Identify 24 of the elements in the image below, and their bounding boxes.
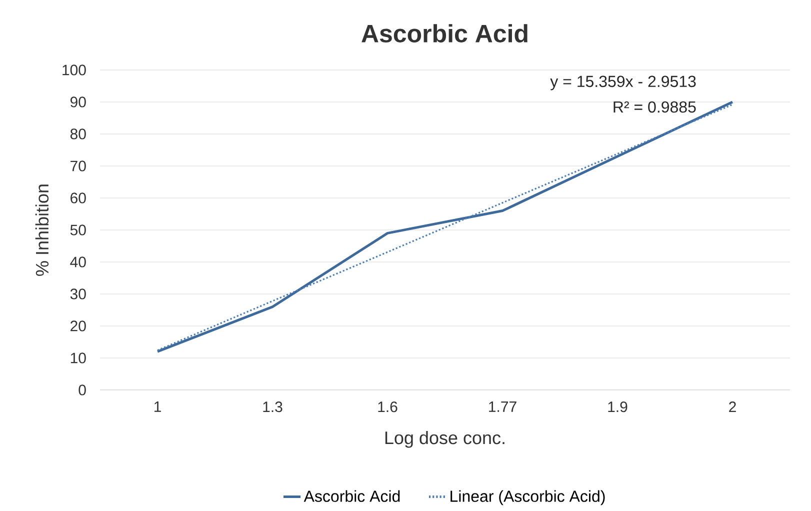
y-tick-label: 80	[70, 128, 86, 140]
annotation: y = 15.359x - 2.9513	[550, 76, 696, 90]
y-tick-label: 50	[70, 224, 86, 236]
legend-label: Ascorbic Acid	[304, 490, 400, 502]
x-tick-label: 1.3	[263, 402, 282, 412]
x-tick-label: 1	[154, 402, 161, 412]
y-tick-label: 30	[70, 288, 86, 300]
x-axis-title: Log dose conc.	[385, 431, 504, 448]
y-tick-label: 40	[70, 256, 86, 268]
legend-label: Linear (Ascorbic Acid)	[450, 490, 605, 506]
y-tick-label: 10	[70, 352, 86, 364]
annotation: R² = 0.9885	[614, 101, 696, 113]
y-tick-label: 70	[70, 160, 86, 172]
x-tick-label: 2	[729, 402, 736, 412]
y-tick-label: 0	[78, 384, 86, 396]
x-tick-label: 1.6	[378, 402, 398, 412]
y-tick-label: 90	[70, 96, 86, 108]
x-tick-label: 1.77	[489, 402, 516, 412]
y-axis-title: % Inhibition	[35, 184, 49, 276]
chart-title: Ascorbic Acid	[362, 24, 528, 42]
y-tick-label: 20	[70, 320, 86, 332]
y-tick-label: 60	[70, 192, 86, 204]
x-tick-label: 1.9	[608, 402, 628, 412]
y-tick-label: 100	[62, 64, 86, 76]
